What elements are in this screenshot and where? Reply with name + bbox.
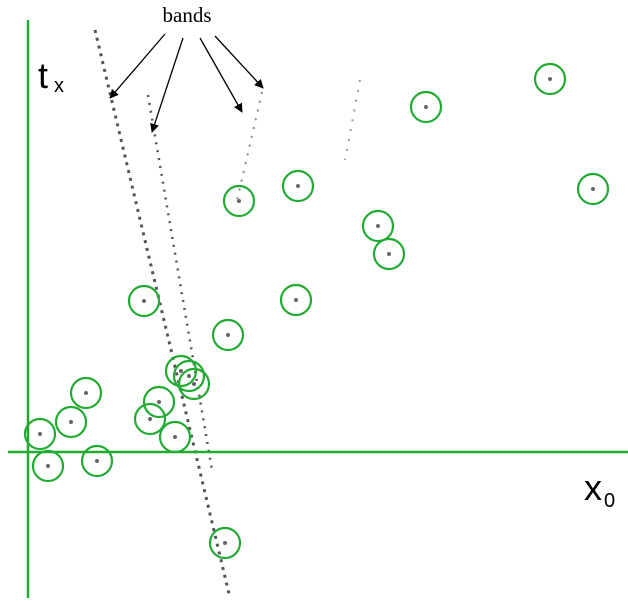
spot xyxy=(95,459,99,463)
band xyxy=(345,80,360,160)
spot xyxy=(46,464,50,468)
spot xyxy=(192,382,196,386)
spot xyxy=(179,369,183,373)
x-label: x xyxy=(584,467,602,508)
arrow xyxy=(200,38,242,112)
spot xyxy=(84,391,88,395)
spot xyxy=(157,400,161,404)
spot xyxy=(376,224,380,228)
spot xyxy=(548,77,552,81)
annotation: bands xyxy=(163,3,212,27)
arrow xyxy=(152,38,183,132)
spot xyxy=(294,298,298,302)
spot xyxy=(173,435,177,439)
axes xyxy=(8,20,628,598)
spot xyxy=(223,541,227,545)
spot xyxy=(237,199,241,203)
spot xyxy=(591,187,595,191)
band xyxy=(148,95,212,470)
spot xyxy=(187,374,191,378)
band xyxy=(95,30,230,598)
y-subscript: x xyxy=(54,75,64,97)
spot xyxy=(226,333,230,337)
spot xyxy=(38,432,42,436)
page: bands t x x 0 (() => { const data = JSON… xyxy=(0,0,628,602)
figure: bands t x x 0 xyxy=(0,0,628,602)
detections xyxy=(25,64,608,558)
x-subscript: 0 xyxy=(604,490,615,512)
spot xyxy=(296,184,300,188)
arrow xyxy=(215,36,263,88)
spot xyxy=(148,417,152,421)
arrows xyxy=(110,34,263,132)
arrow xyxy=(110,34,165,98)
spot xyxy=(424,105,428,109)
y-label: t xyxy=(38,55,48,96)
spot xyxy=(69,420,73,424)
spot xyxy=(142,299,146,303)
spot xyxy=(387,252,391,256)
